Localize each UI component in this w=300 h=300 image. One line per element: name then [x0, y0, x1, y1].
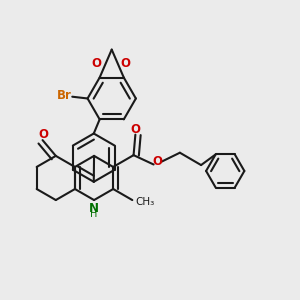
Text: O: O [92, 57, 101, 70]
Text: O: O [120, 57, 130, 70]
Text: CH₃: CH₃ [136, 197, 155, 207]
Text: N: N [88, 202, 98, 215]
Text: H: H [90, 209, 97, 219]
Text: O: O [131, 123, 141, 136]
Text: Br: Br [57, 89, 71, 102]
Text: O: O [153, 155, 163, 168]
Text: O: O [39, 128, 49, 141]
